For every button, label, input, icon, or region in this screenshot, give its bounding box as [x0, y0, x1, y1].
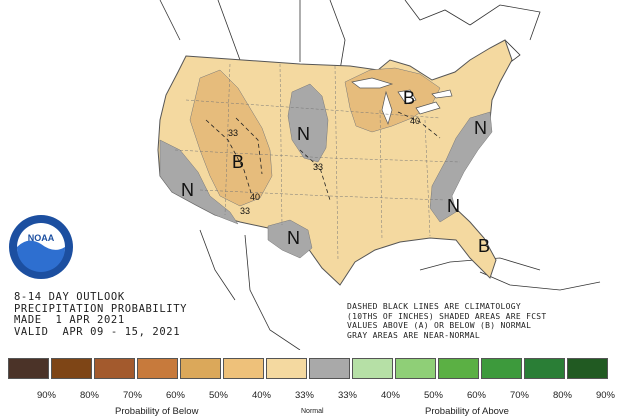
legend-swatch-below-80	[51, 358, 92, 379]
legend-swatch-above-70	[481, 358, 522, 379]
contour-label-greatlakes-40: 40	[410, 116, 420, 126]
legend-swatch-normal-33	[309, 358, 350, 379]
legend-label-below-90: 90%	[36, 390, 56, 401]
legend-label-above-33: 33%	[337, 390, 357, 401]
legend-label-below-40: 40%	[251, 390, 271, 401]
legend-swatch-above-50	[395, 358, 436, 379]
note-line-2: (10THS OF INCHES) SHADED AREAS ARE FCST	[347, 311, 547, 321]
legend-swatch-above-60	[438, 358, 479, 379]
legend-swatch-below-70	[94, 358, 135, 379]
below-region-west	[189, 69, 273, 207]
legend-swatch-below-33	[266, 358, 307, 379]
legend-swatch-above-90	[567, 358, 608, 379]
contour-label-plains-33: 33	[313, 162, 323, 172]
great-lakes	[351, 77, 453, 126]
legend-label-above-40: 40%	[380, 390, 400, 401]
label-normal-northeast: N	[474, 118, 487, 138]
legend-label-below-70: 70%	[122, 390, 142, 401]
note-line-3: VALUES ABOVE (A) OR BELOW (B) NORMAL	[347, 321, 532, 330]
legend-swatch-above-80	[524, 358, 565, 379]
neighbor-boundaries	[159, 0, 601, 350]
legend-label-above-70: 70%	[509, 390, 529, 401]
outlook-title-line-2: PRECIPITATION PROBABILITY	[14, 302, 188, 315]
label-normal-plains: N	[297, 124, 310, 144]
outlook-title-line-1: 8-14 DAY OUTLOOK	[14, 291, 125, 303]
outlook-title-line-3: MADE 1 APR 2021	[14, 314, 125, 326]
noaa-logo: NOAA	[8, 214, 74, 280]
legend-label-above-80: 80%	[552, 390, 572, 401]
legend-swatch-below-50	[180, 358, 221, 379]
note-line-4: GRAY AREAS ARE NEAR-NORMAL	[347, 330, 481, 340]
legend-swatch-below-60	[137, 358, 178, 379]
contour-label-idaho-33: 33	[228, 128, 238, 138]
contour-label-west-40: 40	[250, 192, 260, 202]
normal-region-southeast	[429, 111, 493, 223]
legend-label-above-90: 90%	[595, 390, 615, 401]
contour-label-west-33: 33	[240, 206, 250, 216]
normal-region-plains	[287, 83, 329, 163]
precipitation-outlook-map: B B B N N N N N 40 33 33 40 33	[157, 0, 601, 350]
legend-label-below-80: 80%	[79, 390, 99, 401]
label-below-greatlakes: B	[403, 88, 415, 108]
note-line-1: DASHED BLACK LINES ARE CLIMATOLOGY	[347, 302, 521, 311]
legend-label-above-60: 60%	[466, 390, 486, 401]
legend-label-above-50: 50%	[423, 390, 443, 401]
label-normal-southeast: N	[447, 196, 460, 216]
legend-label-below-60: 60%	[165, 390, 185, 401]
legend-caption-above: Probability of Above	[425, 406, 509, 417]
label-normal-texas: N	[287, 228, 300, 248]
outlook-title: 8-14 DAY OUTLOOK PRECIPITATION PROBABILI…	[14, 291, 188, 338]
label-normal-california: N	[181, 180, 194, 200]
legend-swatch-below-90	[8, 358, 49, 379]
legend-swatch-below-40	[223, 358, 264, 379]
label-below-florida: B	[478, 236, 490, 256]
legend-swatch-above-40	[352, 358, 393, 379]
label-below-west: B	[232, 152, 244, 172]
legend-caption-below: Probability of Below	[115, 406, 199, 417]
climatology-contours	[205, 111, 441, 201]
legend-label-below-33: 33%	[294, 390, 314, 401]
legend-label-below-50: 50%	[208, 390, 228, 401]
climatology-note: DASHED BLACK LINES ARE CLIMATOLOGY (10TH…	[347, 302, 627, 340]
probability-legend: 90% 80% 70% 60% 50% 40% 33% 33% 40% 50% …	[0, 352, 629, 420]
normal-region-texas	[267, 219, 313, 259]
normal-region-california	[159, 139, 239, 225]
outlook-title-line-4: VALID APR 09 - 15, 2021	[14, 325, 181, 338]
noaa-logo-text: NOAA	[28, 233, 55, 243]
state-boundaries	[174, 63, 461, 261]
legend-caption-normal: Normal	[301, 408, 324, 415]
